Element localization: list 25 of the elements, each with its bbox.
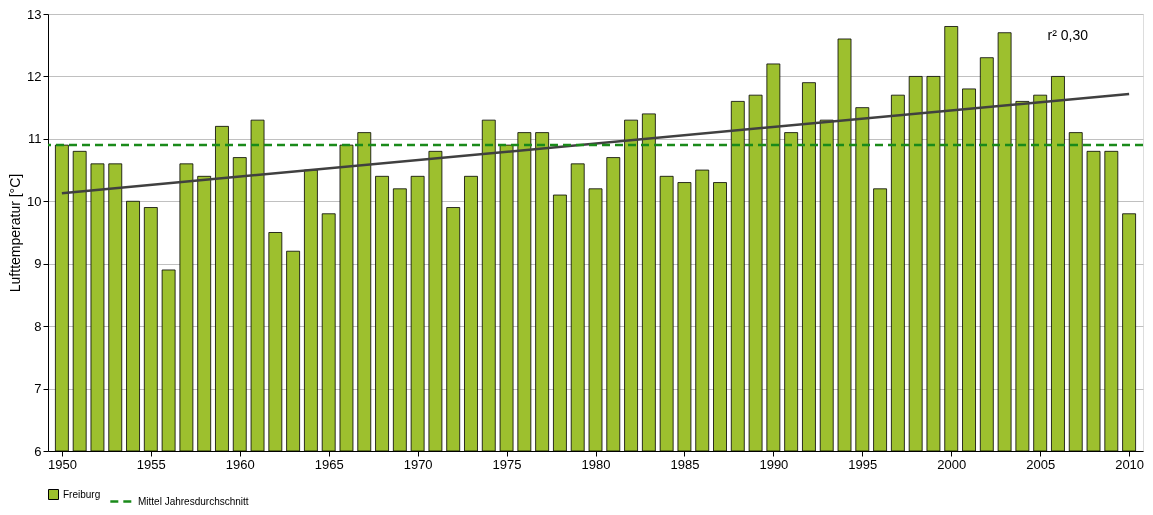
x-tick-label: 1995 xyxy=(848,456,878,472)
x-tick-label: 2000 xyxy=(937,456,967,472)
x-tick-label: 1980 xyxy=(581,456,611,472)
y-tick-label: 12 xyxy=(27,68,42,84)
x-tick-label: 1975 xyxy=(492,456,522,472)
y-tick-label: 7 xyxy=(34,381,42,397)
x-tick-label: 2010 xyxy=(1115,456,1145,472)
y-tick-label: 6 xyxy=(34,443,42,459)
annotation: r² 0,30 xyxy=(1047,27,1089,43)
x-tick-label: 1960 xyxy=(225,456,255,472)
y-tick-label: 9 xyxy=(34,256,42,272)
y-axis-title: Lufttemperatur [°C] xyxy=(7,173,24,293)
x-tick-label: 2005 xyxy=(1026,456,1056,472)
y-tick-label: 13 xyxy=(27,6,42,22)
legend-label: Mittel Jahresdurchschnitt xyxy=(138,495,249,507)
y-tick-label: 10 xyxy=(27,193,42,209)
x-tick-label: 1970 xyxy=(403,456,433,472)
x-tick-label: 1990 xyxy=(759,456,789,472)
x-tick-label: 1965 xyxy=(314,456,344,472)
y-tick-label: 8 xyxy=(34,318,42,334)
y-tick-label: 11 xyxy=(28,131,42,147)
x-tick-label: 1955 xyxy=(136,456,166,472)
x-tick-label: 1950 xyxy=(47,456,77,472)
legend-label: Freiburg xyxy=(63,488,101,500)
x-tick-label: 1985 xyxy=(670,456,700,472)
